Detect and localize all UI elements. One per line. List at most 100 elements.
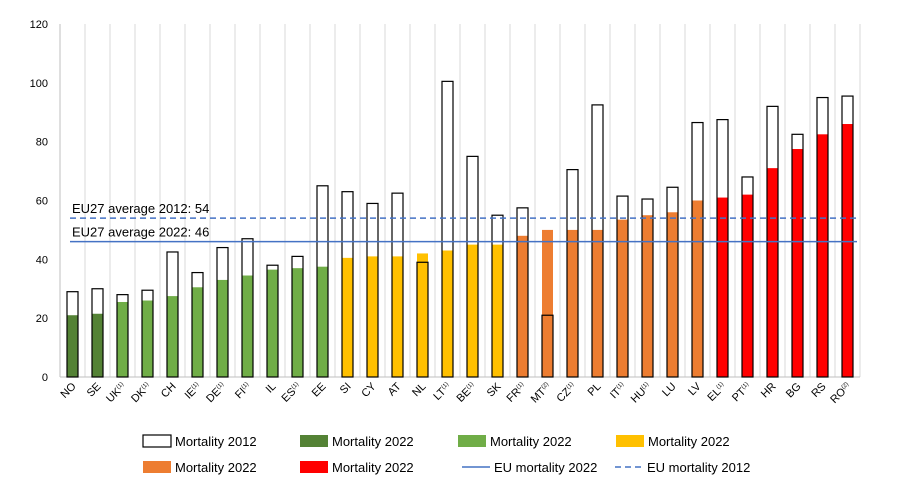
x-tick-label: HU(1) (629, 381, 654, 406)
bar-mortality-2012-at (391, 192, 404, 378)
bar-mortality-2022-es (292, 268, 303, 377)
bar-mortality-2022-fr (517, 235, 528, 377)
bar-mortality-2022-at (392, 256, 403, 377)
x-tick-label: PT(1) (730, 381, 754, 405)
x-tick-label: LT(1) (431, 381, 453, 403)
bar-mortality-2012-se (91, 288, 104, 378)
bar-mortality-2012-ee (316, 185, 329, 378)
legend-label: Mortality 2022 (648, 434, 730, 449)
bar-mortality-2012-dk (141, 289, 154, 378)
bar-mortality-2022-pt (742, 194, 753, 377)
bar-mortality-2022-lu (667, 212, 678, 377)
bar-mortality-2012-hu (641, 198, 654, 378)
x-tick-label: RO(2) (828, 381, 853, 406)
x-tick-label: LU (660, 381, 678, 399)
bar-mortality-2022-dk (142, 300, 153, 377)
legend-swatch (300, 461, 328, 473)
bar-mortality-2012-fr (516, 207, 529, 378)
bar-mortality-2012-no (66, 291, 79, 378)
reference-line-label: EU27 average 2012: 54 (72, 201, 209, 216)
x-tick-label: NO (58, 380, 78, 400)
bar-mortality-2022-el (717, 197, 728, 377)
legend-label: EU mortality 2022 (494, 460, 597, 475)
bar-mortality-2012-it (616, 195, 629, 378)
bar-mortality-2022-it (617, 219, 628, 377)
x-tick-label: CH (159, 381, 179, 401)
bar-mortality-2022-sk (492, 244, 503, 377)
bar-mortality-2022-hr (767, 168, 778, 377)
bar-mortality-2022-se (92, 313, 103, 377)
bar-mortality-2012-el (716, 119, 729, 378)
x-tick-label: SI (338, 381, 354, 397)
bar-mortality-2012-ch (166, 251, 179, 378)
y-tick-label: 60 (36, 196, 48, 208)
legend-swatch (143, 461, 171, 473)
bar-mortality-2012-be (466, 155, 479, 378)
bar-mortality-2012-uk (116, 294, 129, 378)
bar-mortality-2012-de (216, 246, 229, 378)
bar-mortality-2012-il (266, 264, 279, 378)
bar-mortality-2012-fi (241, 238, 254, 378)
bar-mortality-2012-es (291, 255, 304, 378)
x-tick-label: UK(1) (104, 381, 128, 405)
bar-mortality-2022-cz (567, 229, 578, 377)
x-tick-label: DK(1) (129, 381, 153, 405)
legend-label: Mortality 2012 (175, 434, 257, 449)
x-tick-label: ES(1) (280, 381, 304, 405)
bar-mortality-2022-lv (692, 200, 703, 377)
bar-mortality-2022-pl (592, 229, 603, 377)
bar-mortality-2022-de (217, 279, 228, 377)
x-tick-label: IT(1) (608, 381, 629, 402)
bar-mortality-2022-si (342, 257, 353, 377)
bar-mortality-2022-nl (417, 253, 428, 377)
bar-mortality-2022-mt (542, 229, 553, 377)
bar-mortality-2012-sk (491, 214, 504, 378)
y-tick-label: 20 (36, 313, 48, 325)
bar-mortality-2012-cy (366, 202, 379, 378)
bar-mortality-2022-bg (792, 149, 803, 377)
x-tick-label: EE (310, 381, 329, 400)
bar-mortality-2012-lv (691, 121, 704, 378)
x-tick-label: CY (359, 380, 379, 400)
bar-mortality-2012-lt (441, 80, 454, 378)
legend-label: EU mortality 2012 (647, 460, 750, 475)
bar-mortality-2022-fi (242, 275, 253, 377)
legend-swatch (458, 435, 486, 447)
bar-mortality-2022-ch (167, 296, 178, 377)
bar-mortality-2022-rs (817, 134, 828, 377)
y-tick-label: 100 (30, 78, 48, 90)
x-tick-label: HR (759, 381, 779, 401)
y-tick-label: 120 (30, 19, 48, 31)
bar-mortality-2022-ee (317, 266, 328, 377)
bar-mortality-2022-ie (192, 287, 203, 377)
x-tick-label: SE (85, 381, 104, 400)
bar-mortality-2012-ro (841, 95, 854, 378)
x-tick-label: MT(2) (529, 381, 554, 406)
bar-mortality-2012-ie (191, 271, 204, 378)
legend-swatch (300, 435, 328, 447)
x-tick-label: BG (784, 381, 804, 401)
legend-label: Mortality 2022 (490, 434, 572, 449)
bar-mortality-2012-cz (566, 169, 579, 378)
bar-mortality-2022-il (267, 269, 278, 377)
x-tick-label: IL (264, 381, 279, 396)
bar-mortality-2022-hu (642, 215, 653, 377)
x-tick-label: PL (586, 381, 604, 399)
x-tick-label: FR(1) (505, 381, 529, 405)
x-tick-label: CZ(1) (555, 381, 579, 405)
bar-mortality-2012-rs (816, 96, 829, 378)
x-tick-label: FI(1) (233, 381, 254, 402)
bar-mortality-2012-mt (541, 314, 554, 378)
bar-mortality-2022-ro (842, 124, 853, 378)
bar-mortality-2022-lt (442, 250, 453, 377)
x-tick-label: SK (485, 380, 504, 399)
bar-mortality-2022-no (67, 315, 78, 377)
y-tick-label: 0 (42, 372, 48, 384)
legend-swatch (616, 435, 644, 447)
x-tick-label: BE(1) (455, 381, 479, 405)
reference-line-label: EU27 average 2022: 46 (72, 225, 209, 240)
bar-mortality-2022-uk (117, 301, 128, 377)
x-tick-label: IE(1) (183, 381, 204, 402)
bar-mortality-2022-cy (367, 256, 378, 377)
